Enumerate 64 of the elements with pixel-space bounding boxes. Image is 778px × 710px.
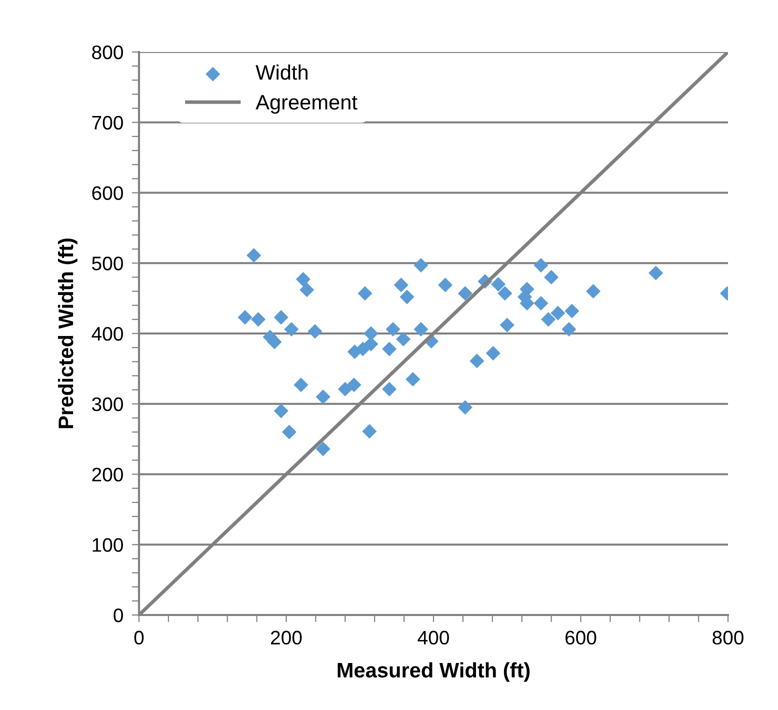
point bbox=[498, 286, 512, 301]
point bbox=[316, 442, 330, 456]
y-tick-label: 400 bbox=[92, 326, 123, 341]
point bbox=[274, 310, 288, 325]
point bbox=[406, 372, 420, 387]
y-tick-label: 0 bbox=[114, 608, 123, 622]
point bbox=[470, 354, 484, 368]
point bbox=[562, 322, 576, 337]
point bbox=[296, 272, 310, 287]
point bbox=[346, 378, 362, 392]
y-axis-title: Predicted Width (ft) bbox=[58, 238, 78, 428]
point bbox=[364, 336, 378, 352]
point bbox=[414, 258, 428, 273]
point bbox=[338, 382, 352, 396]
point bbox=[544, 270, 559, 284]
x-tick-label: 800 bbox=[712, 630, 744, 645]
point bbox=[238, 310, 252, 325]
point bbox=[316, 390, 330, 404]
point bbox=[356, 342, 370, 356]
y-tick-label: 700 bbox=[92, 116, 123, 130]
point bbox=[382, 342, 397, 356]
point bbox=[362, 424, 377, 439]
point bbox=[550, 306, 566, 320]
point bbox=[648, 266, 664, 280]
point bbox=[564, 304, 580, 318]
x-axis-title: Measured Width (ft) bbox=[338, 662, 530, 682]
point bbox=[414, 322, 428, 337]
y-tick-label: 600 bbox=[92, 186, 123, 200]
point bbox=[308, 324, 322, 339]
point bbox=[386, 322, 400, 337]
point bbox=[438, 278, 453, 292]
legend-label: Agreement bbox=[256, 95, 358, 114]
x-tick-label: 0 bbox=[134, 630, 144, 645]
y-tick-label: 800 bbox=[92, 45, 123, 60]
x-tick-label: 600 bbox=[566, 630, 596, 645]
legend-label: Width bbox=[256, 64, 308, 80]
point bbox=[274, 404, 288, 418]
point bbox=[500, 318, 514, 332]
x-tick-label: 400 bbox=[418, 630, 449, 645]
point bbox=[400, 290, 414, 304]
point bbox=[396, 332, 411, 346]
point bbox=[284, 322, 299, 337]
point bbox=[282, 424, 296, 440]
point bbox=[534, 258, 548, 273]
point bbox=[394, 278, 408, 292]
point bbox=[491, 276, 506, 292]
point bbox=[458, 286, 472, 301]
point bbox=[246, 248, 262, 263]
point bbox=[364, 326, 378, 341]
point bbox=[294, 378, 308, 392]
y-tick-label: 300 bbox=[92, 397, 123, 412]
y-tick-label: 100 bbox=[92, 538, 123, 552]
point bbox=[534, 296, 548, 311]
y-tick-label: 200 bbox=[92, 468, 123, 482]
point bbox=[541, 312, 556, 327]
point bbox=[250, 312, 266, 327]
x-tick-label: 200 bbox=[271, 630, 302, 645]
point bbox=[358, 286, 372, 301]
point bbox=[382, 382, 397, 396]
point bbox=[586, 284, 601, 299]
y-tick-label: 500 bbox=[92, 256, 123, 270]
point bbox=[300, 282, 314, 298]
point bbox=[458, 400, 472, 415]
point bbox=[486, 346, 500, 360]
